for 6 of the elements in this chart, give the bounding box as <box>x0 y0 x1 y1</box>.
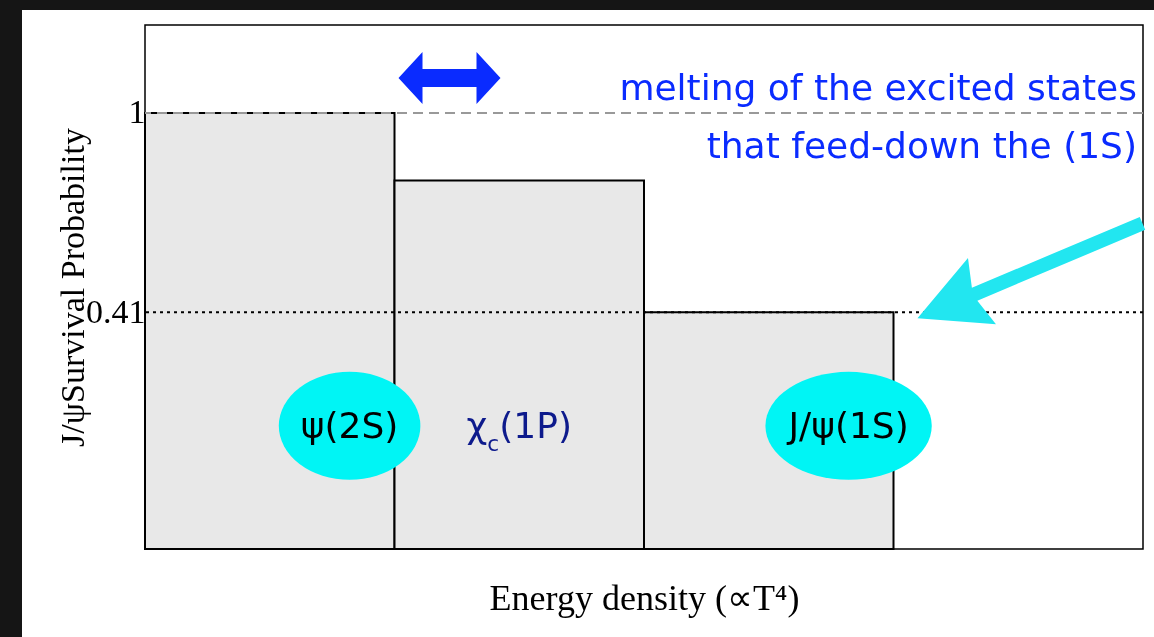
annotation: χ$_{c}$(1P) <box>466 404 572 456</box>
y-tick-label: 1 <box>128 93 146 131</box>
x-axis-title: Energy density (∝T⁴) <box>489 577 800 618</box>
annotation: J/ψ(1S) <box>786 404 909 446</box>
annotation: melting of the excited states that feed-down the (1S) <box>619 67 1137 166</box>
annotation: ψ(2S) <box>300 404 399 446</box>
